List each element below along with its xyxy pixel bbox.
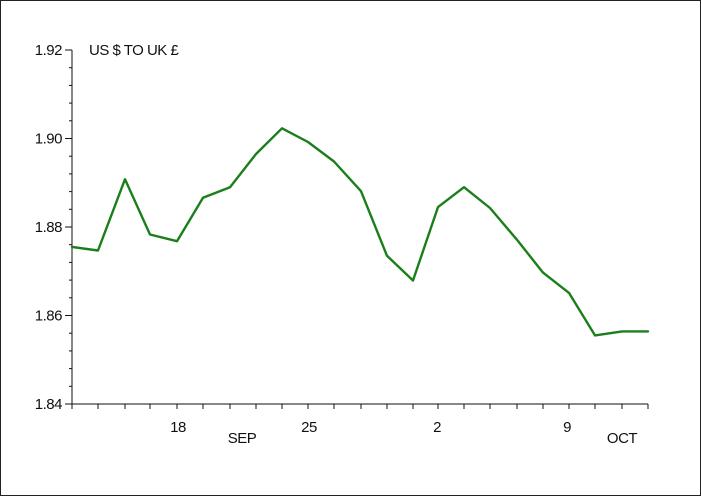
x-axis: 18 25 2 9 SEP OCT xyxy=(71,404,649,447)
y-tick-label: 1.88 xyxy=(35,219,62,236)
y-tick-label: 1.90 xyxy=(35,131,62,148)
x-month-label: OCT xyxy=(607,430,638,447)
y-axis: 1.84 1.86 1.88 1.90 1.92 xyxy=(35,42,72,413)
x-tick-label: 2 xyxy=(433,419,441,436)
y-tick-label: 1.92 xyxy=(35,42,62,59)
series-group xyxy=(70,127,650,337)
chart-title: US $ TO UK £ xyxy=(89,42,179,59)
x-tick-label: 18 xyxy=(170,419,186,436)
y-tick-label: 1.86 xyxy=(35,308,62,325)
x-tick-label: 25 xyxy=(301,419,317,436)
x-month-label: SEP xyxy=(228,430,257,447)
series-line-exchange-rate xyxy=(70,127,650,337)
x-tick-label: 9 xyxy=(563,419,571,436)
chart-axes xyxy=(71,50,648,405)
y-tick-label: 1.84 xyxy=(35,396,62,413)
